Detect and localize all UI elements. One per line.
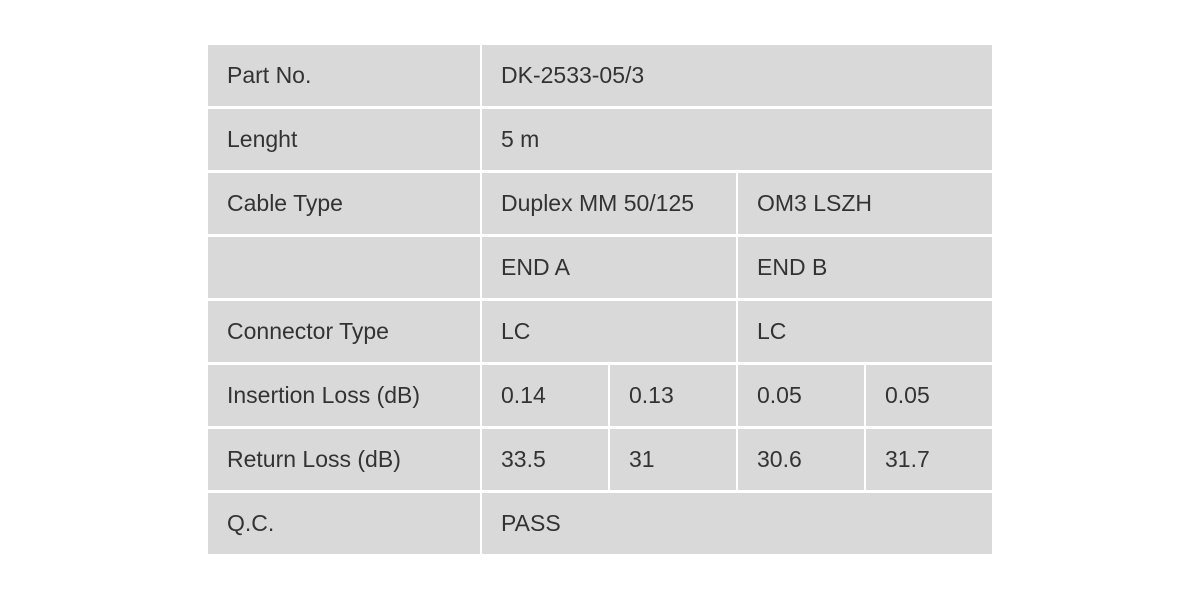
row-value: OM3 LSZH xyxy=(738,173,992,234)
row-label xyxy=(208,237,480,298)
row-value: LC xyxy=(738,301,992,362)
row-value: 0.05 xyxy=(738,365,864,426)
row-label: Connector Type xyxy=(208,301,480,362)
row-label: Q.C. xyxy=(208,493,480,554)
row-label: Cable Type xyxy=(208,173,480,234)
row-value: 33.5 xyxy=(482,429,608,490)
row-value: 30.6 xyxy=(738,429,864,490)
row-value: 0.05 xyxy=(866,365,992,426)
row-value: Duplex MM 50/125 xyxy=(482,173,736,234)
row-value: 0.14 xyxy=(482,365,608,426)
row-value: DK-2533-05/3 xyxy=(482,45,992,106)
row-value: END A xyxy=(482,237,736,298)
row-value: 0.13 xyxy=(610,365,736,426)
row-value: 31 xyxy=(610,429,736,490)
row-value: END B xyxy=(738,237,992,298)
spec-table: Part No. DK-2533-05/3 Lenght 5 m Cable Type D… xyxy=(208,45,992,554)
row-label: Insertion Loss (dB) xyxy=(208,365,480,426)
row-value: LC xyxy=(482,301,736,362)
row-label: Return Loss (dB) xyxy=(208,429,480,490)
row-value: PASS xyxy=(482,493,992,554)
row-value: 5 m xyxy=(482,109,992,170)
row-label: Part No. xyxy=(208,45,480,106)
row-value: 31.7 xyxy=(866,429,992,490)
row-label: Lenght xyxy=(208,109,480,170)
